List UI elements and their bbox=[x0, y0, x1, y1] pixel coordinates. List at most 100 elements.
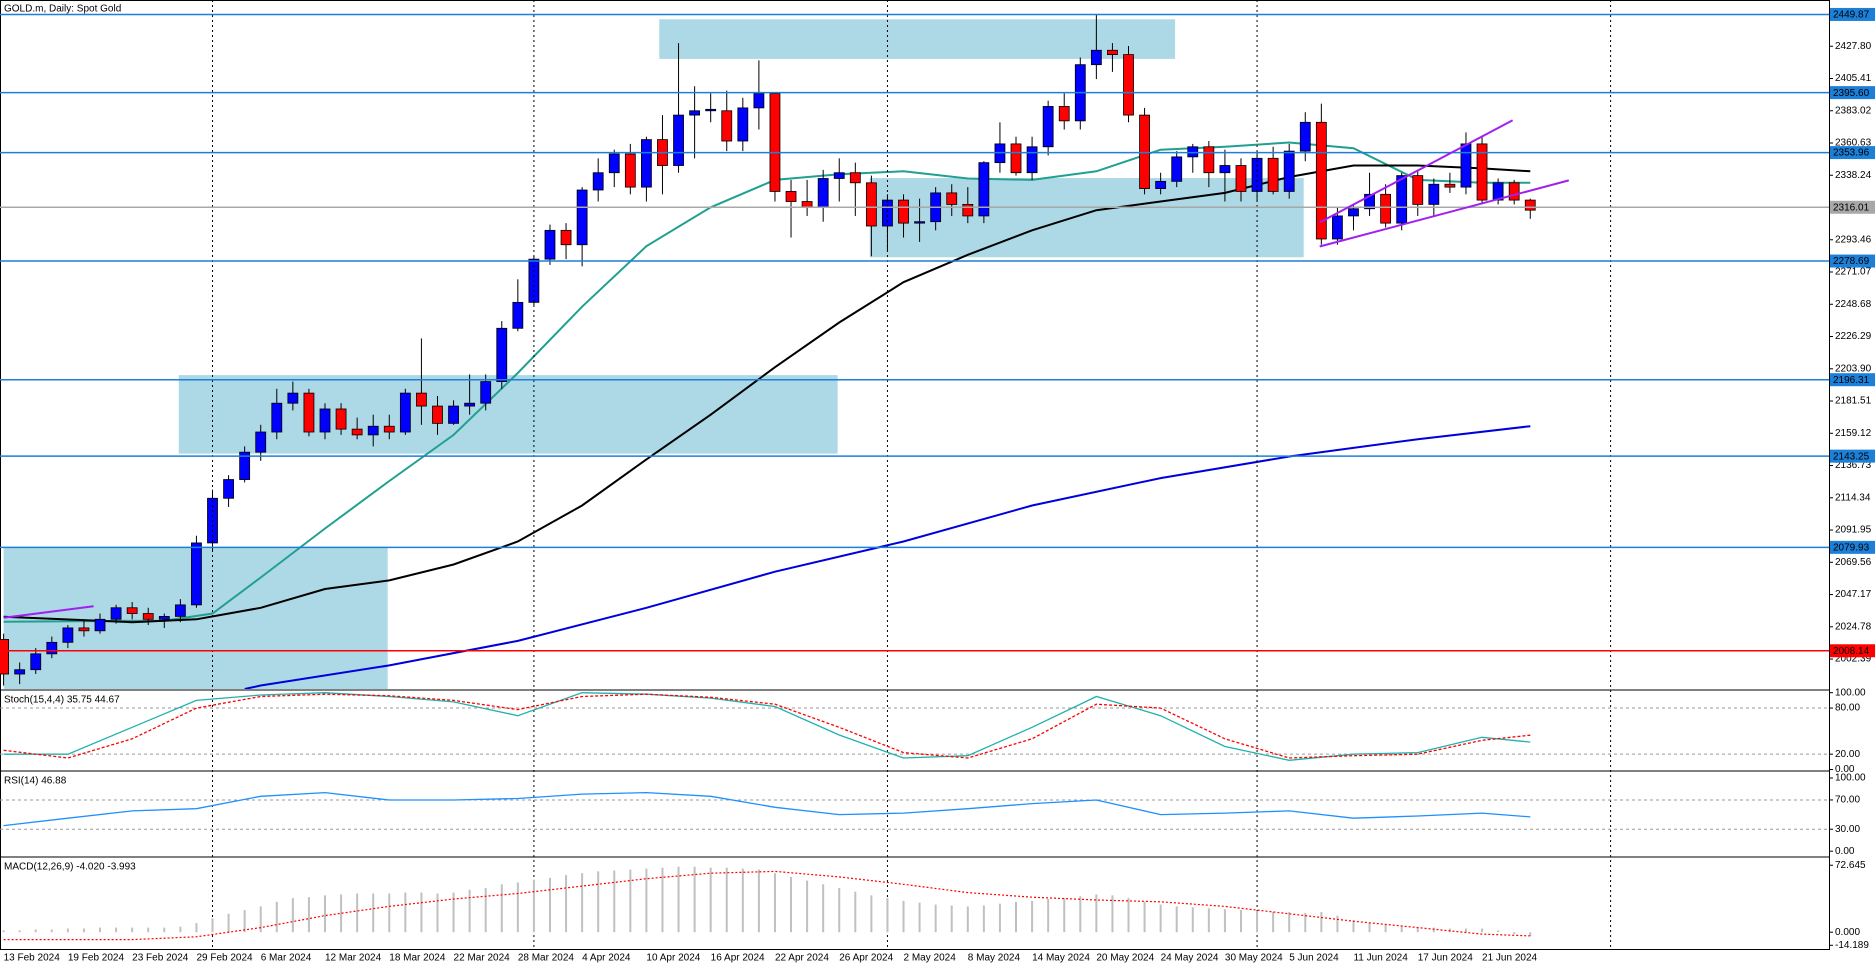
level-label-box bbox=[1830, 254, 1875, 268]
candle-body bbox=[1219, 165, 1231, 174]
macd-bar bbox=[1497, 930, 1500, 933]
candle-body bbox=[769, 93, 781, 192]
macd-bar bbox=[307, 897, 310, 933]
x-tick-label: 13 Feb 2024 bbox=[4, 953, 61, 964]
candle-body bbox=[303, 392, 315, 433]
y-tick-label: 2248.68 bbox=[1835, 299, 1872, 310]
moving-average bbox=[244, 425, 1531, 689]
y-tick-label: 0.00 bbox=[1835, 764, 1855, 775]
y-tick-label: 72.645 bbox=[1835, 860, 1866, 871]
macd-bar bbox=[790, 876, 793, 933]
candle-body bbox=[94, 618, 106, 632]
trendline bbox=[1319, 119, 1514, 224]
x-tick-label: 20 May 2024 bbox=[1096, 953, 1154, 964]
candle-body bbox=[464, 402, 476, 407]
candle-body bbox=[480, 381, 492, 404]
macd-bar bbox=[1191, 907, 1194, 933]
macd-bar bbox=[356, 893, 359, 933]
candle-body bbox=[142, 613, 154, 620]
level-label-box bbox=[1830, 7, 1875, 21]
zone bbox=[659, 19, 1176, 59]
candle-body bbox=[1380, 193, 1392, 224]
macd-bar bbox=[1513, 932, 1516, 935]
macd-bar bbox=[227, 913, 230, 933]
macd-bar bbox=[1159, 904, 1162, 933]
macd-bar bbox=[1481, 928, 1484, 933]
panel-label: RSI(14) 46.88 bbox=[4, 776, 67, 787]
y-tick-label: 2293.46 bbox=[1835, 234, 1872, 245]
candle-body bbox=[753, 93, 765, 109]
candle-body bbox=[448, 405, 459, 424]
candle-body bbox=[14, 669, 26, 675]
macd-signal bbox=[3, 870, 1531, 941]
candle-body bbox=[721, 110, 733, 142]
panel bbox=[0, 791, 1829, 830]
plot-frame bbox=[0, 0, 1830, 950]
candle-body bbox=[801, 201, 813, 208]
macd-bar bbox=[1239, 910, 1242, 933]
candle-body bbox=[1042, 106, 1054, 148]
level-label: 2278.69 bbox=[1833, 256, 1870, 267]
y-tick-label: 2271.07 bbox=[1835, 267, 1872, 278]
candle-body bbox=[1412, 175, 1424, 205]
macd-bar bbox=[886, 898, 889, 933]
macd-bar bbox=[1047, 899, 1050, 933]
macd-bar bbox=[243, 910, 246, 933]
candle-body bbox=[737, 107, 749, 142]
candle-body bbox=[1315, 121, 1327, 240]
candle-body bbox=[367, 425, 379, 436]
macd-bar bbox=[1175, 906, 1178, 933]
macd-bar bbox=[741, 868, 744, 933]
candle-body bbox=[239, 451, 251, 480]
macd-bar bbox=[565, 875, 568, 933]
trendline bbox=[1319, 179, 1570, 248]
candle-body bbox=[689, 110, 701, 116]
macd-bar bbox=[918, 902, 921, 933]
candle-body bbox=[1187, 146, 1199, 158]
macd-bar bbox=[404, 892, 407, 933]
macd-bar bbox=[645, 868, 648, 933]
macd-bar bbox=[902, 900, 905, 933]
macd-bar bbox=[436, 893, 439, 933]
candle-body bbox=[817, 178, 829, 208]
panel bbox=[2, 866, 1532, 941]
macd-bar bbox=[516, 882, 519, 933]
level-label: 2079.93 bbox=[1833, 542, 1870, 553]
candle-body bbox=[1364, 193, 1375, 210]
candle-body bbox=[512, 301, 524, 329]
y-tick-label: 30.00 bbox=[1835, 824, 1860, 835]
macd-bar bbox=[1111, 895, 1114, 933]
y-tick-label: 2226.29 bbox=[1835, 331, 1872, 342]
candle-body bbox=[576, 189, 588, 246]
macd-bar bbox=[1368, 923, 1371, 933]
candle-body bbox=[319, 408, 331, 433]
level-label-box bbox=[1830, 540, 1875, 554]
macd-bar bbox=[50, 929, 53, 933]
macd-bar bbox=[806, 880, 809, 933]
candle-body bbox=[1444, 183, 1456, 188]
macd-bar bbox=[1320, 911, 1323, 933]
macd-bar bbox=[2, 930, 5, 933]
candle-body bbox=[0, 639, 10, 675]
macd-bar bbox=[324, 895, 326, 933]
level-label: 2196.31 bbox=[1833, 375, 1870, 386]
candle-body bbox=[1283, 150, 1295, 192]
candle-body bbox=[1348, 208, 1359, 217]
macd-bar bbox=[1336, 915, 1339, 933]
y-tick-label: 2405.41 bbox=[1835, 73, 1872, 84]
candle-body bbox=[1107, 49, 1118, 55]
macd-bar bbox=[1352, 920, 1355, 933]
y-tick-label: 2024.78 bbox=[1835, 621, 1872, 632]
y-tick-label: 20.00 bbox=[1835, 749, 1860, 760]
candle-body bbox=[673, 114, 684, 166]
panel bbox=[0, 14, 1536, 689]
macd-bar bbox=[629, 869, 632, 933]
macd-bar bbox=[1079, 896, 1082, 933]
level-label-box bbox=[1830, 373, 1875, 387]
candle-body bbox=[1524, 199, 1536, 211]
x-tick-label: 29 Feb 2024 bbox=[196, 953, 253, 964]
macd-bar bbox=[131, 927, 134, 933]
macd-bar bbox=[532, 879, 535, 933]
macd-bar bbox=[1095, 894, 1098, 933]
